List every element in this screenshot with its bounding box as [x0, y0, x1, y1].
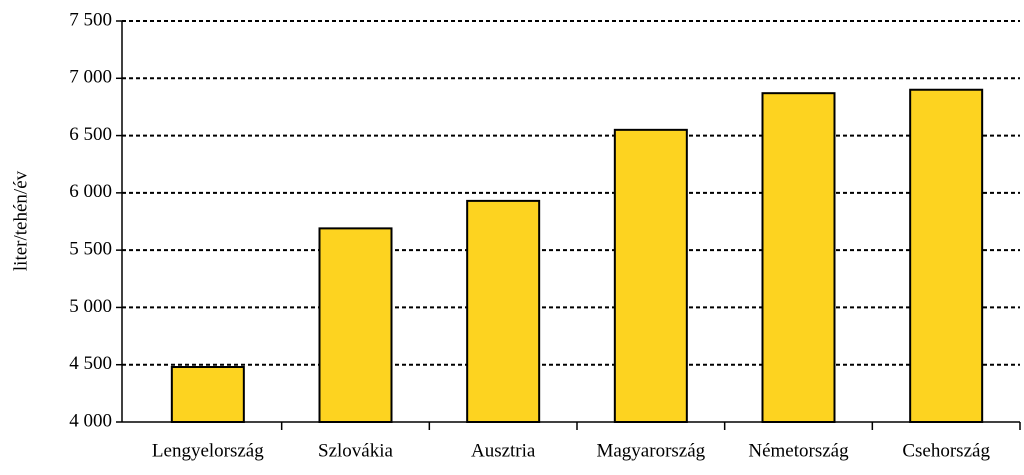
bar — [613, 128, 688, 423]
y-tick-label: 7 500 — [69, 9, 112, 30]
y-tick-label: 6 000 — [69, 181, 112, 202]
bar — [909, 88, 984, 423]
x-tick-label: Ausztria — [471, 440, 536, 461]
bar — [466, 199, 541, 423]
y-tick-label: 4 000 — [69, 410, 112, 431]
x-tick-label: Csehország — [902, 440, 990, 461]
x-tick-label: Magyarország — [596, 440, 705, 461]
bar — [761, 92, 836, 424]
y-tick-label: 5 000 — [69, 296, 112, 317]
x-tick-label: Szlovákia — [318, 440, 393, 461]
x-tick-label: Lengyelország — [152, 440, 264, 461]
y-axis-label: liter/tehén/év — [10, 170, 31, 271]
bar — [170, 366, 245, 423]
y-tick-label: 7 000 — [69, 67, 112, 88]
bar — [318, 227, 393, 423]
y-tick-label: 5 500 — [69, 239, 112, 260]
y-tick-label: 6 500 — [69, 124, 112, 145]
x-tick-label: Németország — [748, 440, 849, 461]
y-tick-label: 4 500 — [69, 353, 112, 374]
